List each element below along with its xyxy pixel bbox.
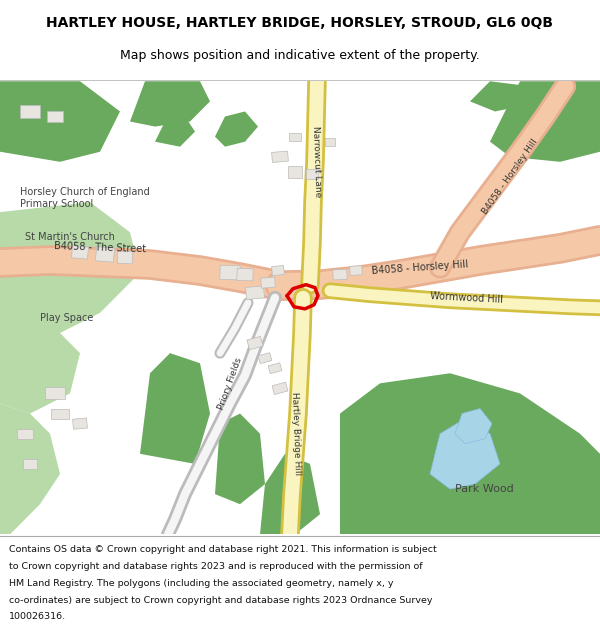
Text: B4058 - Horsley Hill: B4058 - Horsley Hill xyxy=(481,138,539,216)
Bar xyxy=(268,362,282,374)
Bar xyxy=(73,418,88,429)
Bar xyxy=(288,166,302,178)
Bar xyxy=(306,169,318,179)
Polygon shape xyxy=(260,454,320,534)
Text: Horsley Church of England: Horsley Church of England xyxy=(20,187,150,197)
Bar xyxy=(272,382,288,394)
Bar xyxy=(20,106,40,118)
Bar xyxy=(237,268,253,281)
Text: Wormwood Hill: Wormwood Hill xyxy=(430,291,503,304)
Bar xyxy=(95,247,115,262)
Polygon shape xyxy=(155,116,195,147)
Polygon shape xyxy=(215,111,258,147)
Text: B4058 - The Street: B4058 - The Street xyxy=(54,241,146,254)
Text: co-ordinates) are subject to Crown copyright and database rights 2023 Ordnance S: co-ordinates) are subject to Crown copyr… xyxy=(9,596,433,604)
Text: Map shows position and indicative extent of the property.: Map shows position and indicative extent… xyxy=(120,49,480,62)
Bar xyxy=(272,151,289,162)
Bar xyxy=(71,246,88,259)
Bar xyxy=(325,138,335,146)
Polygon shape xyxy=(0,404,60,534)
Bar xyxy=(260,277,275,288)
Bar xyxy=(23,459,37,469)
Polygon shape xyxy=(430,419,500,489)
Bar xyxy=(17,429,33,439)
Text: Play Space: Play Space xyxy=(40,313,94,323)
Polygon shape xyxy=(470,81,530,111)
Polygon shape xyxy=(0,333,80,414)
Polygon shape xyxy=(490,81,600,162)
Text: Narrowcut Lane: Narrowcut Lane xyxy=(311,126,323,198)
Bar xyxy=(45,388,65,399)
Text: Priory Fields: Priory Fields xyxy=(217,356,244,411)
Bar xyxy=(350,266,362,276)
Polygon shape xyxy=(0,202,140,333)
Bar xyxy=(245,286,265,299)
Text: Park Wood: Park Wood xyxy=(455,484,514,494)
Polygon shape xyxy=(0,81,120,162)
Bar xyxy=(117,251,133,264)
Text: B4058 - Horsley Hill: B4058 - Horsley Hill xyxy=(371,259,469,276)
Polygon shape xyxy=(215,414,265,504)
Polygon shape xyxy=(455,409,492,444)
Text: Contains OS data © Crown copyright and database right 2021. This information is : Contains OS data © Crown copyright and d… xyxy=(9,545,437,554)
Bar xyxy=(258,352,272,364)
Polygon shape xyxy=(340,373,600,534)
Text: Hartley Bridge Hill: Hartley Bridge Hill xyxy=(290,392,302,476)
Text: HARTLEY HOUSE, HARTLEY BRIDGE, HORSLEY, STROUD, GL6 0QB: HARTLEY HOUSE, HARTLEY BRIDGE, HORSLEY, … xyxy=(47,16,554,30)
Bar xyxy=(272,266,284,276)
Text: Primary School: Primary School xyxy=(20,199,93,209)
Text: HM Land Registry. The polygons (including the associated geometry, namely x, y: HM Land Registry. The polygons (includin… xyxy=(9,579,394,587)
Text: 100026316.: 100026316. xyxy=(9,612,66,621)
Text: St Martin's Church: St Martin's Church xyxy=(25,232,115,242)
Bar xyxy=(289,132,301,141)
Bar xyxy=(220,265,240,280)
Polygon shape xyxy=(130,81,210,126)
Bar xyxy=(247,336,263,350)
Bar xyxy=(51,409,69,419)
Bar xyxy=(47,111,63,121)
Polygon shape xyxy=(140,353,210,464)
Text: to Crown copyright and database rights 2023 and is reproduced with the permissio: to Crown copyright and database rights 2… xyxy=(9,562,422,571)
Bar xyxy=(333,269,347,280)
